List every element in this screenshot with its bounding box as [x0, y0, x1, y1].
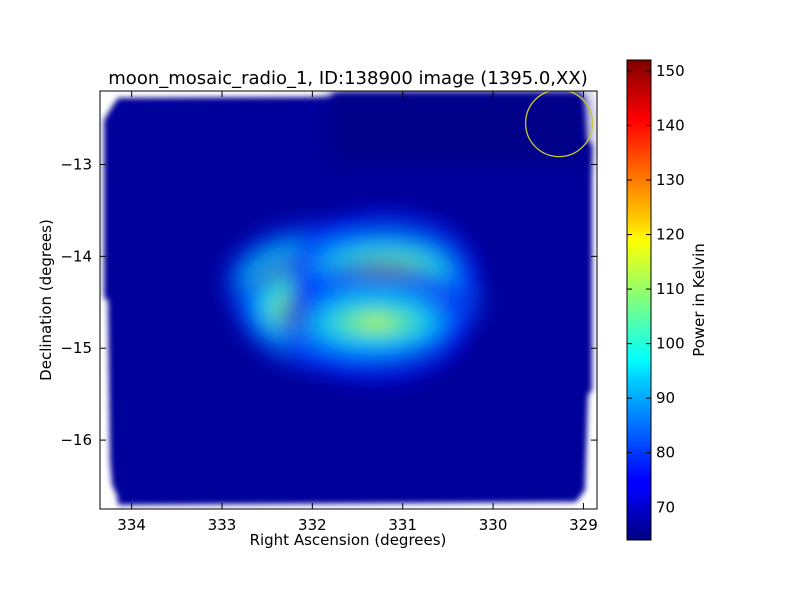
- colorbar-gradient: [626, 59, 652, 541]
- y-axis-ticks: −13 −14 −15 −16: [60, 155, 597, 449]
- colorbar: 70 80 90 100 110 120 130 140 150 Power in Kelvin: [626, 59, 708, 541]
- y-tick-label: −15: [60, 339, 92, 357]
- plot-frame: [99, 90, 598, 510]
- x-axis-ticks: 334 333 332 331 330 329: [117, 91, 598, 534]
- colorbar-tick-label: 120: [656, 226, 685, 244]
- x-tick-label: 334: [117, 516, 146, 534]
- colorbar-label: Power in Kelvin: [690, 243, 708, 357]
- plot-area: [99, 90, 598, 510]
- y-axis-label: Declination (degrees): [37, 219, 55, 381]
- source-blob: [280, 260, 471, 385]
- y-tick-label: −16: [60, 431, 92, 449]
- colorbar-tick-label: 90: [656, 389, 675, 407]
- source-layer: [221, 208, 485, 385]
- x-tick-label: 329: [569, 516, 598, 534]
- colorbar-ticks: 70 80 90 100 110 120 130 140 150: [627, 62, 685, 516]
- y-tick-label: −13: [60, 155, 92, 173]
- x-axis-label: Right Ascension (degrees): [250, 531, 447, 549]
- chart-title: moon_mosaic_radio_1, ID:138900 image (13…: [108, 68, 587, 89]
- x-tick-label: 333: [208, 516, 237, 534]
- colorbar-tick-label: 70: [656, 498, 675, 516]
- beam-circle: [524, 91, 594, 158]
- x-tick-label: 332: [298, 516, 327, 534]
- y-tick-label: −14: [60, 247, 92, 265]
- x-tick-label: 330: [479, 516, 508, 534]
- heatmap-top-dark: [330, 94, 585, 164]
- colorbar-tick-label: 100: [656, 335, 685, 353]
- colorbar-tick-label: 110: [656, 280, 685, 298]
- colorbar-tick-label: 130: [656, 171, 685, 189]
- x-tick-label: 331: [388, 516, 417, 534]
- colorbar-tick-label: 150: [656, 62, 685, 80]
- colorbar-tick-label: 140: [656, 116, 685, 134]
- colorbar-tick-label: 80: [656, 444, 675, 462]
